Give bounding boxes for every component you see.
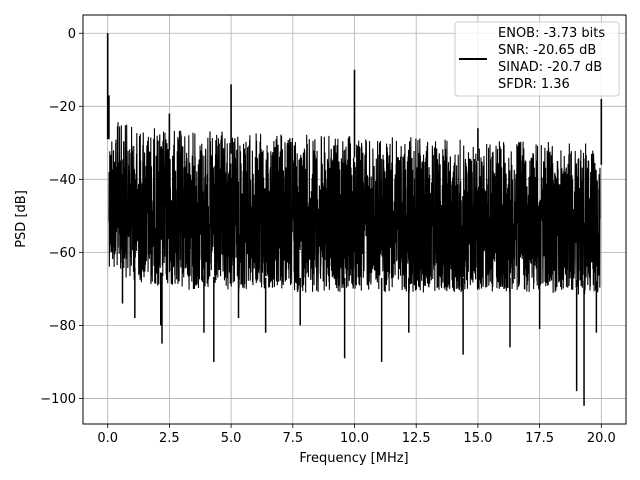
y-tick-label: −100	[40, 392, 76, 407]
x-axis-title: Frequency [MHz]	[299, 451, 408, 466]
y-tick-label: −20	[49, 100, 76, 115]
x-tick-label: 10.0	[340, 431, 369, 446]
x-tick-label: 2.5	[159, 431, 180, 446]
legend-entry-sfdr: SFDR: 1.36	[498, 77, 570, 92]
legend-entry-snr: SNR: -20.65 dB	[498, 43, 596, 58]
y-tick-label: −60	[49, 246, 76, 261]
plot-area	[106, 33, 603, 406]
x-tick-label: 20.0	[587, 431, 616, 446]
y-axis-title: PSD [dB]	[14, 190, 29, 248]
legend-box	[454, 21, 620, 97]
x-tick-label: 17.5	[525, 431, 554, 446]
x-tick-label: 15.0	[463, 431, 492, 446]
legend-entry-sinad: SINAD: -20.7 dB	[498, 60, 602, 75]
x-tick-label: 12.5	[402, 431, 431, 446]
y-tick-label: −40	[49, 173, 76, 188]
y-axis-ticks: 0 −20 −40 −60 −80 −100	[40, 27, 83, 407]
x-tick-label: 7.5	[282, 431, 303, 446]
x-tick-label: 5.0	[221, 431, 242, 446]
x-axis-ticks: 0.0 2.5 5.0 7.5 10.0 12.5 15.0 17.5 20.0	[97, 424, 616, 446]
legend: ENOB: -3.73 bits SNR: -20.65 dB SINAD: -…	[454, 21, 620, 97]
y-tick-label: 0	[68, 27, 76, 42]
psd-series	[106, 33, 603, 406]
y-tick-label: −80	[49, 319, 76, 334]
x-tick-label: 0.0	[97, 431, 118, 446]
psd-noise-trace	[108, 122, 601, 295]
legend-entry-enob: ENOB: -3.73 bits	[498, 26, 605, 41]
